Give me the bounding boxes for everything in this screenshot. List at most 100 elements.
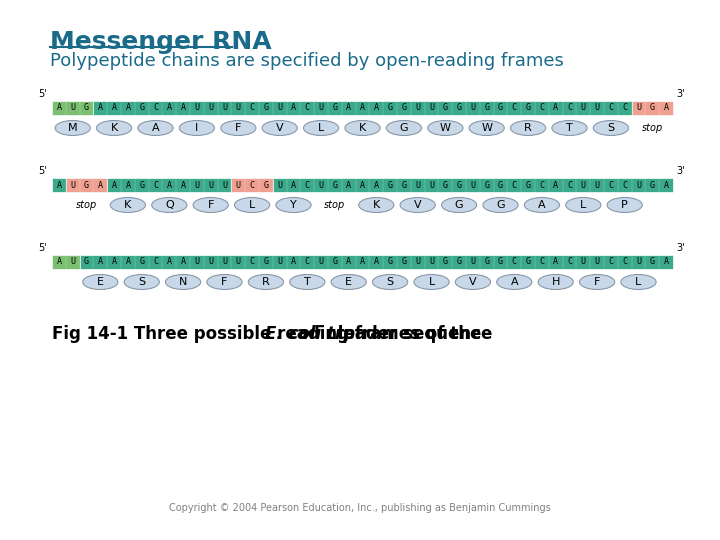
- Ellipse shape: [483, 198, 518, 213]
- Text: A: A: [167, 180, 172, 190]
- Text: G: G: [526, 258, 531, 267]
- Text: G: G: [526, 180, 531, 190]
- Ellipse shape: [538, 274, 573, 289]
- Ellipse shape: [304, 120, 338, 136]
- Ellipse shape: [441, 198, 477, 213]
- Text: V: V: [469, 277, 477, 287]
- Text: U: U: [470, 104, 475, 112]
- Text: G: G: [498, 104, 503, 112]
- Text: A: A: [346, 258, 351, 267]
- Text: stop: stop: [642, 123, 663, 133]
- Text: A: A: [56, 104, 61, 112]
- Text: G: G: [456, 258, 462, 267]
- Text: A: A: [291, 258, 296, 267]
- Text: L: L: [249, 200, 255, 210]
- Text: U: U: [71, 104, 75, 112]
- Text: A: A: [125, 104, 130, 112]
- Text: G: G: [498, 258, 503, 267]
- Text: 5': 5': [38, 89, 47, 99]
- Text: U: U: [222, 258, 227, 267]
- Text: Messenger RNA: Messenger RNA: [50, 30, 271, 54]
- Text: A: A: [181, 104, 186, 112]
- Text: G: G: [485, 180, 489, 190]
- Text: S: S: [387, 277, 394, 287]
- Text: A: A: [664, 104, 669, 112]
- Ellipse shape: [580, 274, 615, 289]
- Text: W: W: [481, 123, 492, 133]
- FancyBboxPatch shape: [231, 178, 273, 192]
- Text: A: A: [510, 277, 518, 287]
- Ellipse shape: [345, 120, 380, 136]
- Text: R: R: [262, 277, 270, 287]
- Text: A: A: [553, 258, 558, 267]
- Text: A: A: [346, 180, 351, 190]
- Text: A: A: [112, 258, 117, 267]
- Text: A: A: [167, 258, 172, 267]
- Text: W: W: [440, 123, 451, 133]
- Text: L: L: [580, 200, 586, 210]
- Text: U: U: [194, 180, 199, 190]
- Text: A: A: [112, 104, 117, 112]
- Text: G: G: [456, 104, 462, 112]
- Text: P: P: [621, 200, 628, 210]
- Text: A: A: [98, 258, 103, 267]
- Ellipse shape: [372, 274, 408, 289]
- Text: G: G: [84, 258, 89, 267]
- Text: K: K: [110, 123, 118, 133]
- Text: C: C: [153, 104, 158, 112]
- Ellipse shape: [510, 120, 546, 136]
- Text: U: U: [222, 104, 227, 112]
- Ellipse shape: [83, 274, 118, 289]
- Text: U: U: [415, 180, 420, 190]
- Text: A: A: [374, 180, 379, 190]
- Text: A: A: [56, 180, 61, 190]
- Text: G: G: [443, 258, 448, 267]
- Text: C: C: [608, 258, 613, 267]
- Text: S: S: [138, 277, 145, 287]
- Text: G: G: [485, 258, 489, 267]
- Text: G: G: [402, 104, 406, 112]
- Text: G: G: [402, 258, 406, 267]
- Text: F: F: [207, 200, 214, 210]
- Text: K: K: [359, 123, 366, 133]
- Ellipse shape: [621, 274, 656, 289]
- Text: A: A: [553, 104, 558, 112]
- Text: U: U: [194, 104, 199, 112]
- Text: H: H: [552, 277, 560, 287]
- Text: A: A: [664, 180, 669, 190]
- Text: A: A: [125, 258, 130, 267]
- Text: U: U: [319, 258, 323, 267]
- Text: U: U: [636, 104, 641, 112]
- Text: G: G: [387, 104, 392, 112]
- Text: 3': 3': [676, 243, 685, 253]
- Ellipse shape: [235, 198, 270, 213]
- Text: U: U: [636, 180, 641, 190]
- Text: M: M: [68, 123, 78, 133]
- Text: C: C: [512, 180, 517, 190]
- Text: U: U: [277, 104, 282, 112]
- Text: C: C: [250, 258, 255, 267]
- Text: U: U: [636, 258, 641, 267]
- Text: C: C: [567, 104, 572, 112]
- Text: U: U: [208, 104, 213, 112]
- Text: G: G: [526, 104, 531, 112]
- Text: Polypeptide chains are specified by open-reading frames: Polypeptide chains are specified by open…: [50, 52, 564, 70]
- Ellipse shape: [276, 198, 311, 213]
- Text: A: A: [553, 180, 558, 190]
- Ellipse shape: [387, 120, 421, 136]
- Text: A: A: [125, 180, 130, 190]
- Text: Fig 14-1 Three possible reading frames of the: Fig 14-1 Three possible reading frames o…: [52, 325, 487, 343]
- Text: F: F: [235, 123, 241, 133]
- Text: G: G: [496, 200, 505, 210]
- Text: C: C: [153, 258, 158, 267]
- Text: U: U: [277, 258, 282, 267]
- Text: U: U: [319, 180, 323, 190]
- Text: G: G: [84, 180, 89, 190]
- Text: E. coli trp: E. coli trp: [265, 325, 355, 343]
- Text: V: V: [276, 123, 284, 133]
- Text: A: A: [538, 200, 546, 210]
- Text: A: A: [360, 104, 365, 112]
- Text: V: V: [414, 200, 421, 210]
- Text: Q: Q: [165, 200, 174, 210]
- Text: A: A: [181, 258, 186, 267]
